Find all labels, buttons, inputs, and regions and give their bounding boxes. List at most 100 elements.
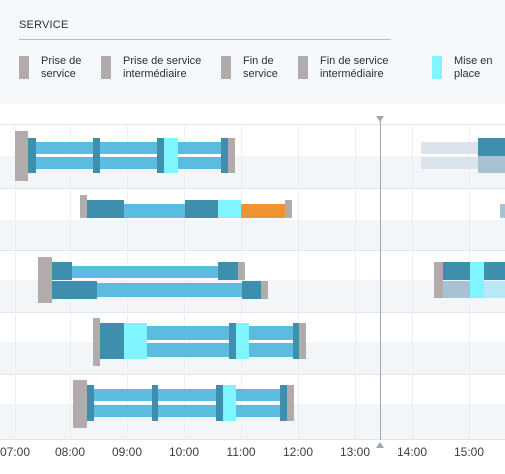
intermediate-start-swatch-icon xyxy=(101,56,111,79)
driving-segment-dark[interactable] xyxy=(93,138,100,173)
time-tick: 12:00 xyxy=(282,445,314,459)
driving-segment-dark[interactable] xyxy=(87,385,94,421)
time-tick: 09:00 xyxy=(111,445,143,459)
service-start-block[interactable] xyxy=(15,131,28,181)
hour-gridline xyxy=(355,124,356,439)
hour-gridline xyxy=(184,124,185,439)
driving-segment[interactable] xyxy=(178,142,222,154)
faded-segment[interactable] xyxy=(421,157,478,169)
driving-segment-dark[interactable] xyxy=(216,385,223,421)
time-tick: 10:00 xyxy=(168,445,200,459)
legend-label: Prise de service xyxy=(41,55,82,80)
driving-segment[interactable] xyxy=(178,157,222,169)
driving-segment-dark[interactable] xyxy=(52,262,72,280)
driving-segment[interactable] xyxy=(249,343,293,357)
driving-segment-dark[interactable] xyxy=(280,385,287,421)
hour-gridline xyxy=(412,124,413,439)
row-divider xyxy=(0,312,505,313)
service-end-block[interactable] xyxy=(285,200,292,218)
driving-segment-dark[interactable] xyxy=(157,138,164,173)
faded-segment[interactable] xyxy=(421,142,478,154)
driving-segment[interactable] xyxy=(94,405,152,417)
legend-label: Fin de service intermédiaire xyxy=(320,55,389,80)
driving-segment-dark[interactable] xyxy=(484,262,505,280)
legend-label: Mise en place xyxy=(454,55,493,80)
driving-segment-dark[interactable] xyxy=(52,281,97,299)
driving-segment-dark[interactable] xyxy=(100,323,124,359)
setup-segment[interactable] xyxy=(223,385,236,421)
row-band xyxy=(0,220,505,250)
service-start-block[interactable] xyxy=(73,380,87,428)
time-tick: 15:00 xyxy=(453,445,485,459)
driving-segment-dark[interactable] xyxy=(229,323,236,359)
driving-segment[interactable] xyxy=(236,389,280,401)
driving-segment-dark[interactable] xyxy=(28,138,36,173)
driving-segment-dark[interactable] xyxy=(293,323,299,359)
faded-segment[interactable] xyxy=(500,204,505,218)
service-end-block[interactable] xyxy=(238,262,245,280)
service-start-block[interactable] xyxy=(434,262,443,298)
service-start-block[interactable] xyxy=(93,318,100,366)
driving-segment[interactable] xyxy=(158,389,216,401)
service-end-block[interactable] xyxy=(299,323,306,359)
faded-segment[interactable] xyxy=(484,281,505,298)
driving-segment[interactable] xyxy=(94,389,152,401)
current-time-bottom-marker-icon xyxy=(376,442,384,448)
row-divider xyxy=(0,374,505,375)
driving-segment-dark[interactable] xyxy=(218,262,238,280)
service-start-block[interactable] xyxy=(38,257,52,303)
setup-segment[interactable] xyxy=(218,200,241,218)
driving-segment[interactable] xyxy=(147,326,229,340)
driving-segment[interactable] xyxy=(97,283,242,297)
driving-segment[interactable] xyxy=(158,405,216,417)
row-divider xyxy=(0,250,505,251)
time-tick: 08:00 xyxy=(54,445,86,459)
driving-segment[interactable] xyxy=(36,157,94,169)
driving-segment-dark[interactable] xyxy=(152,385,158,421)
driving-segment-dark[interactable] xyxy=(443,262,470,280)
driving-segment[interactable] xyxy=(236,405,280,417)
alert-segment[interactable] xyxy=(241,204,286,218)
legend-label: Fin de service xyxy=(243,55,278,80)
setup-segment[interactable] xyxy=(236,323,249,359)
time-tick: 07:00 xyxy=(0,445,31,459)
legend-divider xyxy=(19,39,391,40)
row-divider xyxy=(0,439,505,440)
driving-segment[interactable] xyxy=(147,343,229,357)
service-start-swatch-icon xyxy=(19,56,29,79)
driving-segment-dark[interactable] xyxy=(87,200,124,218)
driving-segment-dark[interactable] xyxy=(185,200,218,218)
row-divider xyxy=(0,188,505,189)
service-end-block[interactable] xyxy=(228,138,235,173)
row-divider xyxy=(0,124,505,125)
driving-segment[interactable] xyxy=(100,142,158,154)
setup-segment[interactable] xyxy=(470,262,484,298)
time-tick: 14:00 xyxy=(396,445,428,459)
driving-segment[interactable] xyxy=(72,266,219,278)
current-time-top-marker-icon xyxy=(376,116,384,122)
service-end-swatch-icon xyxy=(221,56,231,79)
faded-segment[interactable] xyxy=(443,281,470,298)
driving-segment[interactable] xyxy=(124,204,186,218)
driving-segment-dark[interactable] xyxy=(221,138,228,173)
driving-segment[interactable] xyxy=(100,157,158,169)
driving-segment-dark[interactable] xyxy=(242,281,261,299)
faded-segment[interactable] xyxy=(478,156,505,173)
driving-segment-dark[interactable] xyxy=(478,138,505,156)
setup-segment[interactable] xyxy=(164,138,178,173)
hour-gridline xyxy=(298,124,299,439)
intermediate-end-swatch-icon xyxy=(298,56,308,79)
setup-segment[interactable] xyxy=(124,323,147,359)
time-tick: 11:00 xyxy=(226,445,256,459)
hour-gridline xyxy=(127,124,128,439)
service-end-block[interactable] xyxy=(261,281,268,299)
service-start-block[interactable] xyxy=(80,195,87,218)
hour-gridline xyxy=(15,124,16,439)
legend-label: Prise de service intermédiaire xyxy=(123,55,202,80)
time-tick: 13:00 xyxy=(339,445,371,459)
service-end-block[interactable] xyxy=(287,385,294,421)
legend-panel: SERVICE Prise de service Prise de servic… xyxy=(0,0,505,104)
current-time-line xyxy=(380,118,381,440)
driving-segment[interactable] xyxy=(36,142,94,154)
driving-segment[interactable] xyxy=(249,326,293,340)
